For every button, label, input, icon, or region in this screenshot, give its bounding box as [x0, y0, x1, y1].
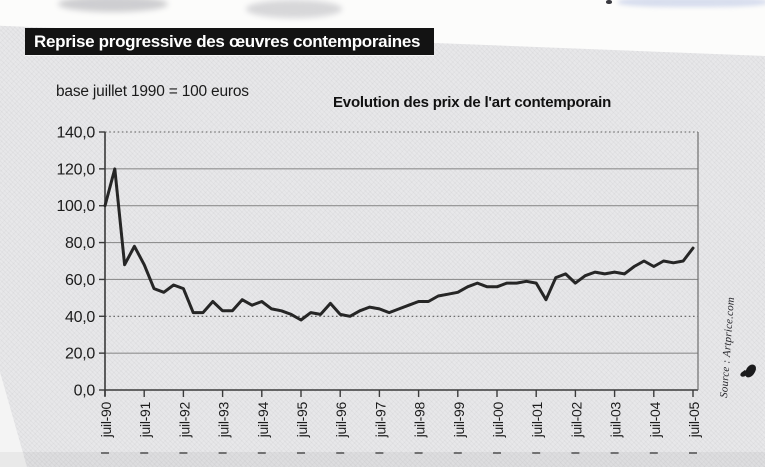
y-tick-label: 0,0 — [74, 383, 96, 400]
x-tick-label: juil-94 — [255, 402, 271, 439]
chart-title: Evolution des prix de l'art contemporain — [333, 94, 612, 111]
y-tick-label: 40,0 — [65, 309, 95, 326]
x-tick-label: juil-90 — [98, 402, 114, 439]
x-tick-label: juil-99 — [451, 402, 467, 439]
x-tick-label: juil-91 — [137, 402, 153, 439]
y-tick-label: 140,0 — [56, 125, 95, 142]
base-index-note: base juillet 1990 = 100 euros — [56, 83, 249, 100]
y-tick-label: 80,0 — [65, 235, 95, 252]
x-tick-label: juil-92 — [176, 402, 192, 439]
x-tick-label: juil-00 — [490, 402, 506, 439]
scan-edge-tint — [618, 0, 765, 7]
x-tick-label: juil-96 — [333, 402, 349, 439]
scan-speck — [606, 0, 612, 4]
y-tick-label: 120,0 — [56, 161, 95, 178]
price-line — [103, 167, 695, 322]
y-tick-label: 20,0 — [65, 346, 95, 363]
y-tick-label: 60,0 — [65, 272, 95, 289]
x-tick-label: juil-03 — [608, 402, 624, 439]
y-tick-label: 100,0 — [56, 198, 95, 215]
scan-bottom-shade — [0, 452, 765, 467]
x-tick-label: juil-93 — [216, 402, 232, 439]
x-tick-label: juil-04 — [647, 402, 663, 439]
headline-band: Reprise progressive des œuvres contempor… — [25, 28, 434, 55]
scan-smudge — [246, 0, 342, 18]
x-tick-label: juil-97 — [372, 402, 388, 439]
x-tick-label: juil-02 — [568, 402, 584, 439]
x-tick-label: juil-95 — [294, 402, 310, 439]
scan-smudge — [58, 0, 168, 12]
x-tick-label: juil-01 — [529, 402, 545, 439]
x-tick-label: juil-98 — [412, 402, 428, 439]
x-tick-label: juil-05 — [686, 402, 702, 439]
headline-text: Reprise progressive des œuvres contempor… — [34, 32, 421, 51]
